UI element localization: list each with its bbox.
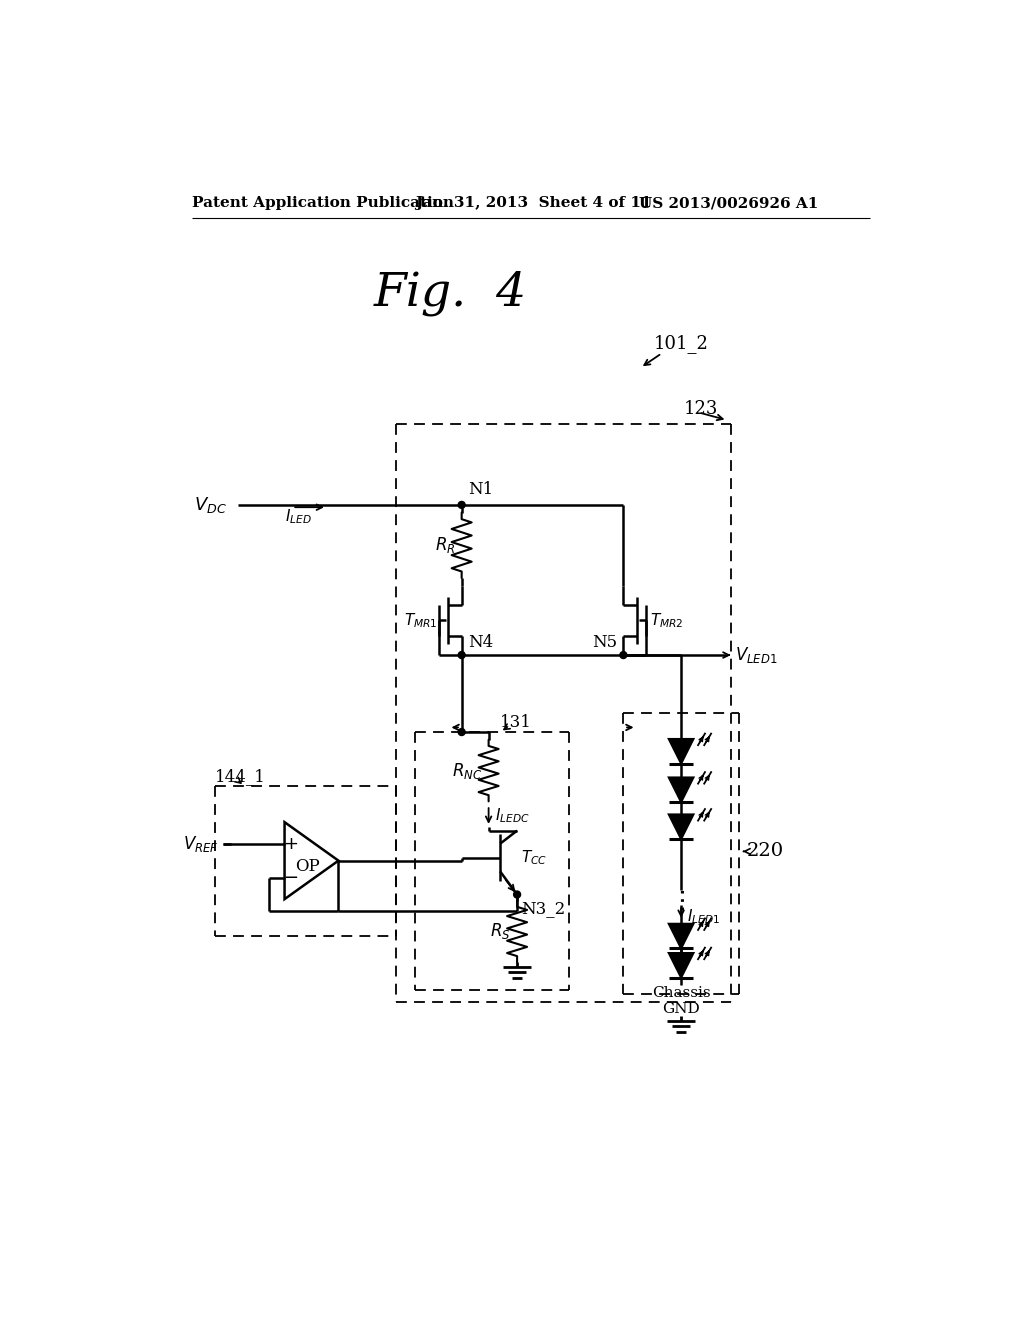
Circle shape — [458, 729, 465, 735]
Text: OP: OP — [295, 858, 321, 875]
Text: Patent Application Publication: Patent Application Publication — [193, 197, 455, 210]
Text: N3_2: N3_2 — [521, 900, 565, 917]
Text: $R_R$: $R_R$ — [435, 535, 456, 554]
Text: $I_{LEDC}$: $I_{LEDC}$ — [495, 807, 529, 825]
Text: $V_{DC}$: $V_{DC}$ — [194, 495, 226, 515]
Polygon shape — [669, 739, 693, 763]
Text: $I_{LED1}$: $I_{LED1}$ — [687, 908, 721, 927]
Text: N5: N5 — [592, 634, 617, 651]
Polygon shape — [669, 777, 693, 803]
Text: N1: N1 — [468, 480, 494, 498]
Text: $V_{REF}$: $V_{REF}$ — [183, 834, 218, 854]
Text: $I_{LED}$: $I_{LED}$ — [285, 507, 311, 525]
Circle shape — [458, 652, 465, 659]
Text: Fig.  4: Fig. 4 — [374, 271, 526, 315]
Text: $T_{MR2}$: $T_{MR2}$ — [650, 611, 684, 630]
Circle shape — [458, 502, 465, 508]
Text: 101_2: 101_2 — [654, 334, 709, 352]
Circle shape — [620, 652, 627, 659]
Text: $R_S$: $R_S$ — [490, 921, 511, 941]
Polygon shape — [669, 924, 693, 949]
Text: N4: N4 — [468, 634, 494, 651]
Text: Chassis
GND: Chassis GND — [652, 986, 711, 1016]
Text: ⋯: ⋯ — [669, 886, 693, 909]
Text: US 2013/0026926 A1: US 2013/0026926 A1 — [639, 197, 818, 210]
Text: 131: 131 — [500, 714, 532, 731]
Text: $V_{LED1}$: $V_{LED1}$ — [735, 645, 777, 665]
Text: $R_{NC}$: $R_{NC}$ — [453, 760, 482, 780]
Text: 220: 220 — [746, 842, 783, 861]
Text: −: − — [284, 869, 298, 887]
Polygon shape — [669, 814, 693, 840]
Text: $T_{MR1}$: $T_{MR1}$ — [403, 611, 437, 630]
Text: 123: 123 — [683, 400, 718, 417]
Text: 144_1: 144_1 — [215, 768, 266, 785]
Circle shape — [514, 891, 520, 898]
Polygon shape — [669, 953, 693, 978]
Text: Jan. 31, 2013  Sheet 4 of 11: Jan. 31, 2013 Sheet 4 of 11 — [416, 197, 652, 210]
Text: $T_{CC}$: $T_{CC}$ — [521, 849, 547, 867]
Text: +: + — [284, 834, 298, 853]
